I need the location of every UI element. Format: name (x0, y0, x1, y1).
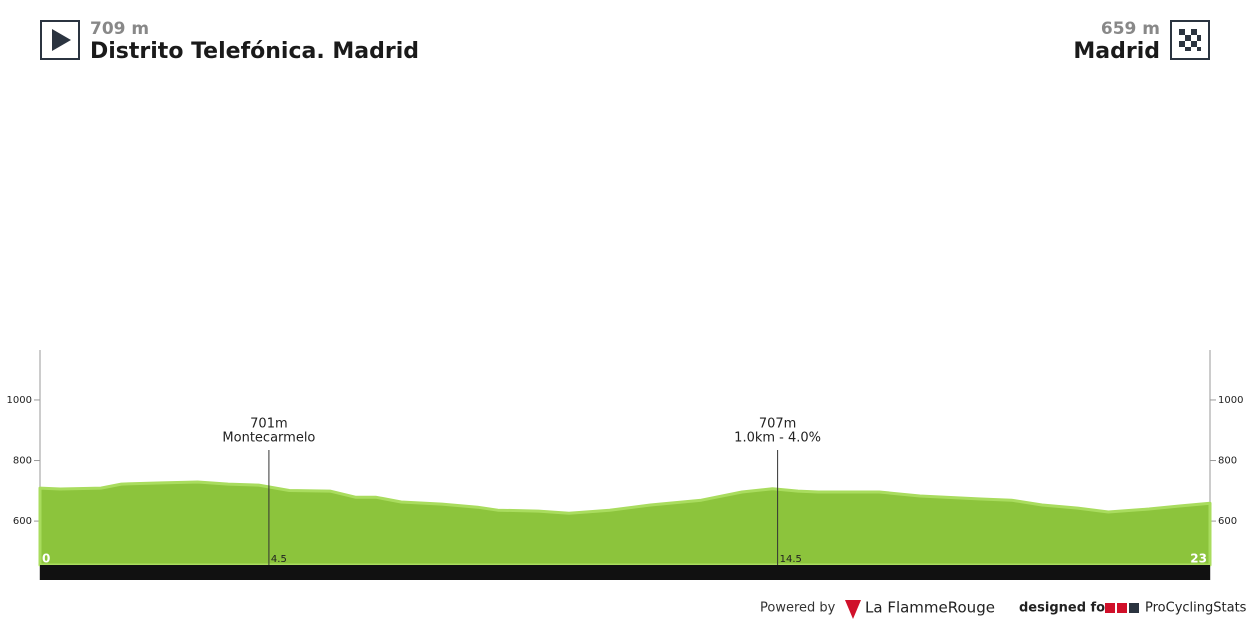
marker-name: 1.0km - 4.0% (734, 431, 821, 446)
y-tick-label: 600 (1218, 516, 1237, 527)
finish-icon (1170, 20, 1210, 60)
y-tick-label: 1000 (1218, 395, 1243, 406)
elevation-area (38, 480, 1212, 567)
baseline-bar (40, 565, 1210, 580)
marker-elevation: 701m (250, 417, 287, 432)
y-tick-label: 800 (1218, 456, 1237, 467)
y-tick-label: 1000 (7, 395, 32, 406)
site-logo (1105, 603, 1139, 613)
powered-by: Powered by (760, 601, 836, 616)
site: ProCyclingStats (1145, 601, 1247, 616)
start-elevation: 709 m (90, 19, 149, 39)
start-name: Distrito Telefónica. Madrid (90, 39, 419, 64)
x-tick-label: 0 (42, 552, 50, 566)
brand: La FlammeRouge (865, 599, 995, 617)
start-icon-arrow (52, 29, 71, 51)
finish-elevation: 659 m (1101, 19, 1160, 39)
x-tick-label: 23 (1190, 552, 1207, 566)
x-tick-label: 4.5 (271, 554, 287, 565)
y-tick-label: 600 (13, 516, 32, 527)
x-tick-label: 14.5 (780, 554, 802, 565)
marker-name: Montecarmelo (222, 431, 315, 446)
brand-logo (845, 600, 861, 619)
designed-for: designed for (1019, 601, 1112, 616)
start-icon (40, 20, 80, 60)
finish-flag (1179, 29, 1201, 51)
marker-elevation: 707m (759, 417, 796, 432)
y-tick-label: 800 (13, 456, 32, 467)
finish-name: Madrid (1073, 39, 1160, 64)
km-labels: 0 4.5 14.5 23 (42, 552, 1207, 566)
